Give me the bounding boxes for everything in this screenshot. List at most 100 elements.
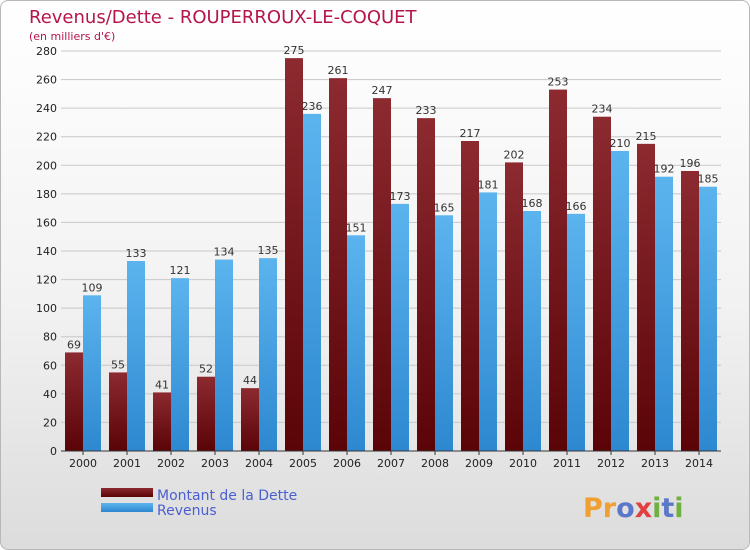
y-tick-label: 160 bbox=[36, 216, 57, 229]
x-tick-label: 2005 bbox=[289, 457, 317, 470]
value-label-debt: 233 bbox=[416, 104, 437, 117]
y-tick-label: 240 bbox=[36, 102, 57, 115]
x-tick-label: 2002 bbox=[157, 457, 185, 470]
bar-revenue bbox=[303, 113, 321, 451]
y-tick-label: 200 bbox=[36, 159, 57, 172]
value-label-debt: 196 bbox=[680, 157, 701, 170]
bar-debt bbox=[549, 89, 567, 452]
logo-letter: x bbox=[635, 493, 652, 524]
value-label-revenue: 133 bbox=[126, 247, 147, 260]
x-tick-label: 2014 bbox=[685, 457, 713, 470]
bar-revenue bbox=[171, 278, 189, 451]
y-tick-label: 0 bbox=[50, 445, 57, 458]
x-tick-label: 2001 bbox=[113, 457, 141, 470]
value-label-revenue: 121 bbox=[170, 264, 191, 277]
bar-revenue bbox=[699, 186, 717, 451]
bar-debt bbox=[285, 58, 303, 452]
bar-revenue bbox=[523, 211, 541, 451]
value-label-debt: 215 bbox=[636, 130, 657, 143]
bar-debt bbox=[373, 98, 391, 452]
value-label-revenue: 185 bbox=[698, 173, 719, 186]
x-tick-label: 2011 bbox=[553, 457, 581, 470]
bar-revenue bbox=[611, 151, 629, 451]
value-label-revenue: 173 bbox=[390, 190, 411, 203]
y-tick-label: 40 bbox=[43, 388, 57, 401]
value-label-revenue: 181 bbox=[478, 178, 499, 191]
logo-letter: i bbox=[652, 493, 661, 524]
value-label-debt: 44 bbox=[243, 374, 257, 387]
value-label-debt: 41 bbox=[155, 378, 169, 391]
value-label-revenue: 192 bbox=[654, 163, 675, 176]
x-axis-ticks: 2000 2001 2002 2003 2004 2005 2006 2007 2008 2009… bbox=[69, 451, 713, 470]
x-tick-label: 2004 bbox=[245, 457, 273, 470]
value-label-debt: 55 bbox=[111, 358, 125, 371]
logo-letter: t bbox=[661, 493, 674, 524]
value-label-debt: 69 bbox=[67, 338, 81, 351]
value-label-revenue: 210 bbox=[610, 137, 631, 150]
value-label-debt: 247 bbox=[372, 84, 393, 97]
bar-debt bbox=[505, 162, 523, 451]
bar-debt bbox=[461, 141, 479, 451]
y-tick-label: 20 bbox=[43, 416, 57, 429]
chart-subtitle: (en milliers d'€) bbox=[29, 30, 115, 43]
bar-debt bbox=[197, 376, 215, 451]
logo-letter: r bbox=[603, 493, 617, 524]
bar-revenue bbox=[83, 295, 101, 451]
bar-debt bbox=[681, 171, 699, 451]
bar-revenue bbox=[435, 215, 453, 451]
x-tick-label: 2010 bbox=[509, 457, 537, 470]
bars bbox=[65, 58, 717, 452]
value-label-debt: 234 bbox=[592, 103, 613, 116]
bar-debt bbox=[241, 388, 259, 451]
bar-debt bbox=[65, 352, 83, 451]
bar-revenue bbox=[127, 261, 145, 451]
x-tick-label: 2003 bbox=[201, 457, 229, 470]
proxiti-logo: Proxiti bbox=[583, 493, 684, 524]
value-label-debt: 217 bbox=[460, 127, 481, 140]
bar-revenue bbox=[479, 192, 497, 451]
logo-text: Proxiti bbox=[583, 493, 684, 524]
value-labels: 69 109 55 133 41 121 52 134 44 135 275 236 261 151 247… bbox=[67, 44, 719, 391]
x-tick-label: 2007 bbox=[377, 457, 405, 470]
y-tick-label: 220 bbox=[36, 131, 57, 144]
y-tick-label: 80 bbox=[43, 331, 57, 344]
y-tick-label: 180 bbox=[36, 188, 57, 201]
bar-debt bbox=[593, 116, 611, 451]
y-tick-label: 280 bbox=[36, 45, 57, 58]
bar-revenue bbox=[259, 258, 277, 451]
x-tick-label: 2000 bbox=[69, 457, 97, 470]
legend: Montant de la Dette Revenus bbox=[101, 488, 297, 519]
y-tick-label: 260 bbox=[36, 74, 57, 87]
value-label-revenue: 168 bbox=[522, 197, 543, 210]
x-tick-label: 2012 bbox=[597, 457, 625, 470]
value-label-revenue: 166 bbox=[566, 200, 587, 213]
bar-debt bbox=[417, 118, 435, 452]
bar-debt bbox=[637, 143, 655, 451]
bar-revenue bbox=[391, 203, 409, 451]
value-label-debt: 52 bbox=[199, 363, 213, 376]
y-tick-label: 60 bbox=[43, 359, 57, 372]
value-label-revenue: 165 bbox=[434, 201, 455, 214]
value-label-debt: 275 bbox=[284, 44, 305, 57]
value-label-debt: 202 bbox=[504, 148, 525, 161]
x-tick-label: 2013 bbox=[641, 457, 669, 470]
bar-debt bbox=[109, 372, 127, 451]
x-tick-label: 2006 bbox=[333, 457, 361, 470]
x-tick-label: 2008 bbox=[421, 457, 449, 470]
logo-letter: P bbox=[583, 493, 603, 524]
y-tick-label: 140 bbox=[36, 245, 57, 258]
legend-swatch-revenue bbox=[101, 503, 153, 512]
bar-revenue bbox=[567, 213, 585, 451]
legend-label-debt: Montant de la Dette bbox=[157, 488, 297, 504]
bar-revenue bbox=[215, 259, 233, 451]
value-label-revenue: 151 bbox=[346, 221, 367, 234]
value-label-revenue: 134 bbox=[214, 246, 235, 259]
y-tick-label: 100 bbox=[36, 302, 57, 315]
value-label-revenue: 109 bbox=[82, 281, 103, 294]
logo-letter: o bbox=[616, 493, 635, 524]
x-tick-label: 2009 bbox=[465, 457, 493, 470]
logo-letter: i bbox=[674, 493, 683, 524]
bar-revenue bbox=[655, 176, 673, 451]
value-label-revenue: 236 bbox=[302, 100, 323, 113]
